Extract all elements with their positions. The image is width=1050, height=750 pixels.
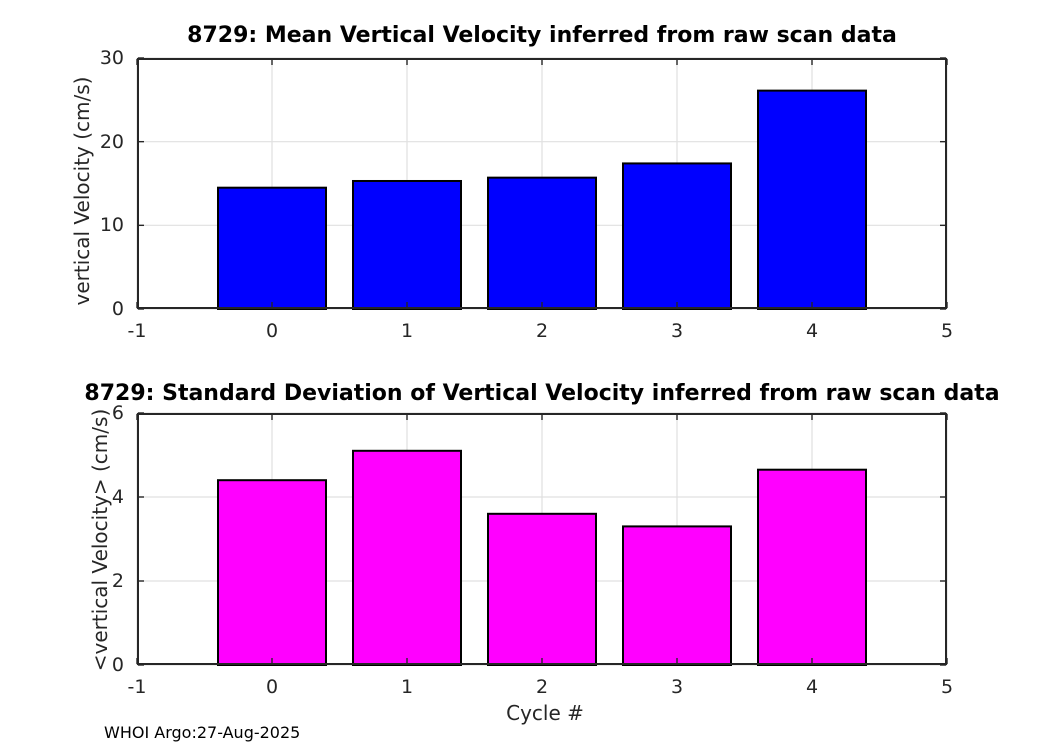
x-tick-label: 5 <box>940 676 954 698</box>
y-tick-label: 20 <box>99 130 124 153</box>
std-plot <box>136 412 948 667</box>
bar <box>352 449 462 666</box>
bar <box>757 89 867 310</box>
x-tick-label: 1 <box>400 320 414 342</box>
mean-plot-canvas <box>136 57 948 311</box>
y-tick-label: 6 <box>111 402 124 424</box>
footer-text: WHOI Argo:27-Aug-2025 <box>104 723 301 742</box>
y-tick-label: 0 <box>111 298 124 320</box>
mean-plot-title: 8729: Mean Vertical Velocity inferred fr… <box>187 23 897 48</box>
bar <box>217 479 327 666</box>
bar <box>487 176 597 311</box>
y-tick-label: 4 <box>111 486 124 508</box>
bar <box>352 179 462 310</box>
x-tick-label: 0 <box>265 676 279 698</box>
x-axis-label: Cycle # <box>506 701 584 725</box>
x-tick-label: 1 <box>400 676 414 698</box>
std-plot-title: 8729: Standard Deviation of Vertical Vel… <box>84 381 1000 406</box>
x-tick-label: 4 <box>805 676 819 698</box>
y-tick-label: 2 <box>111 570 124 592</box>
bar <box>622 525 732 667</box>
mean-plot <box>136 57 948 311</box>
x-tick-label: -1 <box>127 320 147 342</box>
y-tick-label: 0 <box>111 654 124 676</box>
y-tick-label: 30 <box>99 47 124 69</box>
bar <box>487 512 597 666</box>
x-tick-label: 4 <box>805 320 819 342</box>
std-plot-canvas <box>136 412 948 667</box>
bar <box>622 162 732 310</box>
std-plot-ylabel: <vertical Velocity> (cm/s) <box>88 408 112 672</box>
x-tick-label: 3 <box>670 676 684 698</box>
x-tick-label: 2 <box>535 320 549 342</box>
bar <box>217 186 327 310</box>
x-tick-label: 5 <box>940 320 954 342</box>
x-tick-label: 3 <box>670 320 684 342</box>
y-tick-label: 10 <box>99 214 124 237</box>
bar <box>757 468 867 667</box>
x-tick-label: 0 <box>265 320 279 342</box>
x-tick-label: -1 <box>127 676 147 698</box>
x-tick-label: 2 <box>535 676 549 698</box>
